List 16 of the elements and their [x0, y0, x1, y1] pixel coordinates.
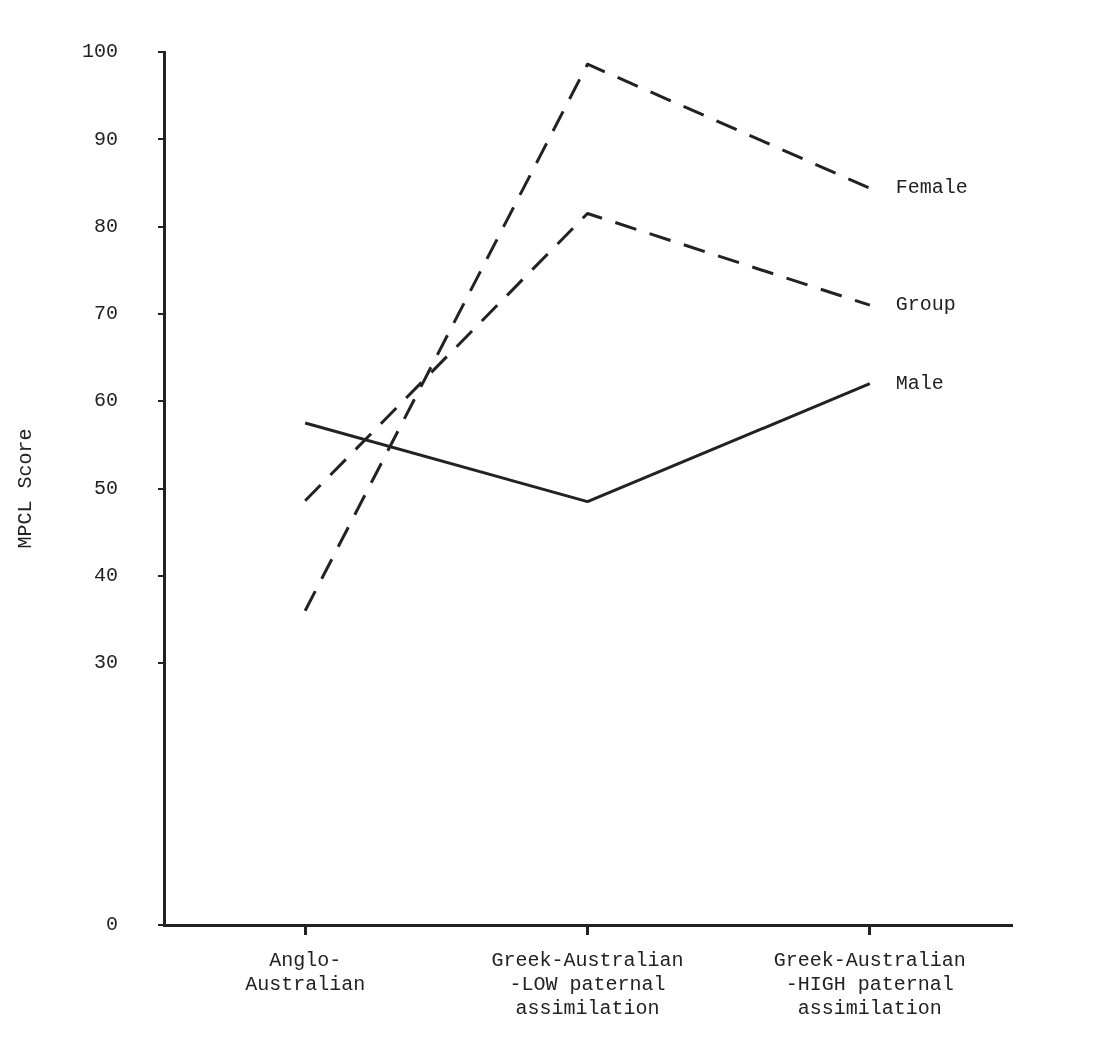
y-axis-title: MPCL Score: [14, 428, 38, 549]
series-label: Group: [895, 293, 956, 317]
y-tick-label: 0: [105, 913, 119, 937]
y-tick-label: 40: [93, 564, 119, 588]
y-tick-label: 30: [93, 651, 119, 675]
x-tick-label: Anglo- Australian: [245, 949, 366, 997]
y-tick-label: 100: [81, 40, 119, 64]
x-tick-label: Greek-Australian -LOW paternal assimilation: [491, 949, 684, 1021]
y-tick-label: 70: [93, 302, 119, 326]
series-label: Male: [895, 372, 944, 396]
series-label: Female: [895, 176, 968, 200]
y-tick-label: 80: [93, 214, 119, 238]
y-tick-label: 50: [93, 476, 119, 500]
y-tick-label: 60: [93, 389, 119, 413]
x-tick-label: Greek-Australian -HIGH paternal assimilation: [773, 949, 966, 1021]
y-tick-label: 90: [93, 127, 119, 151]
